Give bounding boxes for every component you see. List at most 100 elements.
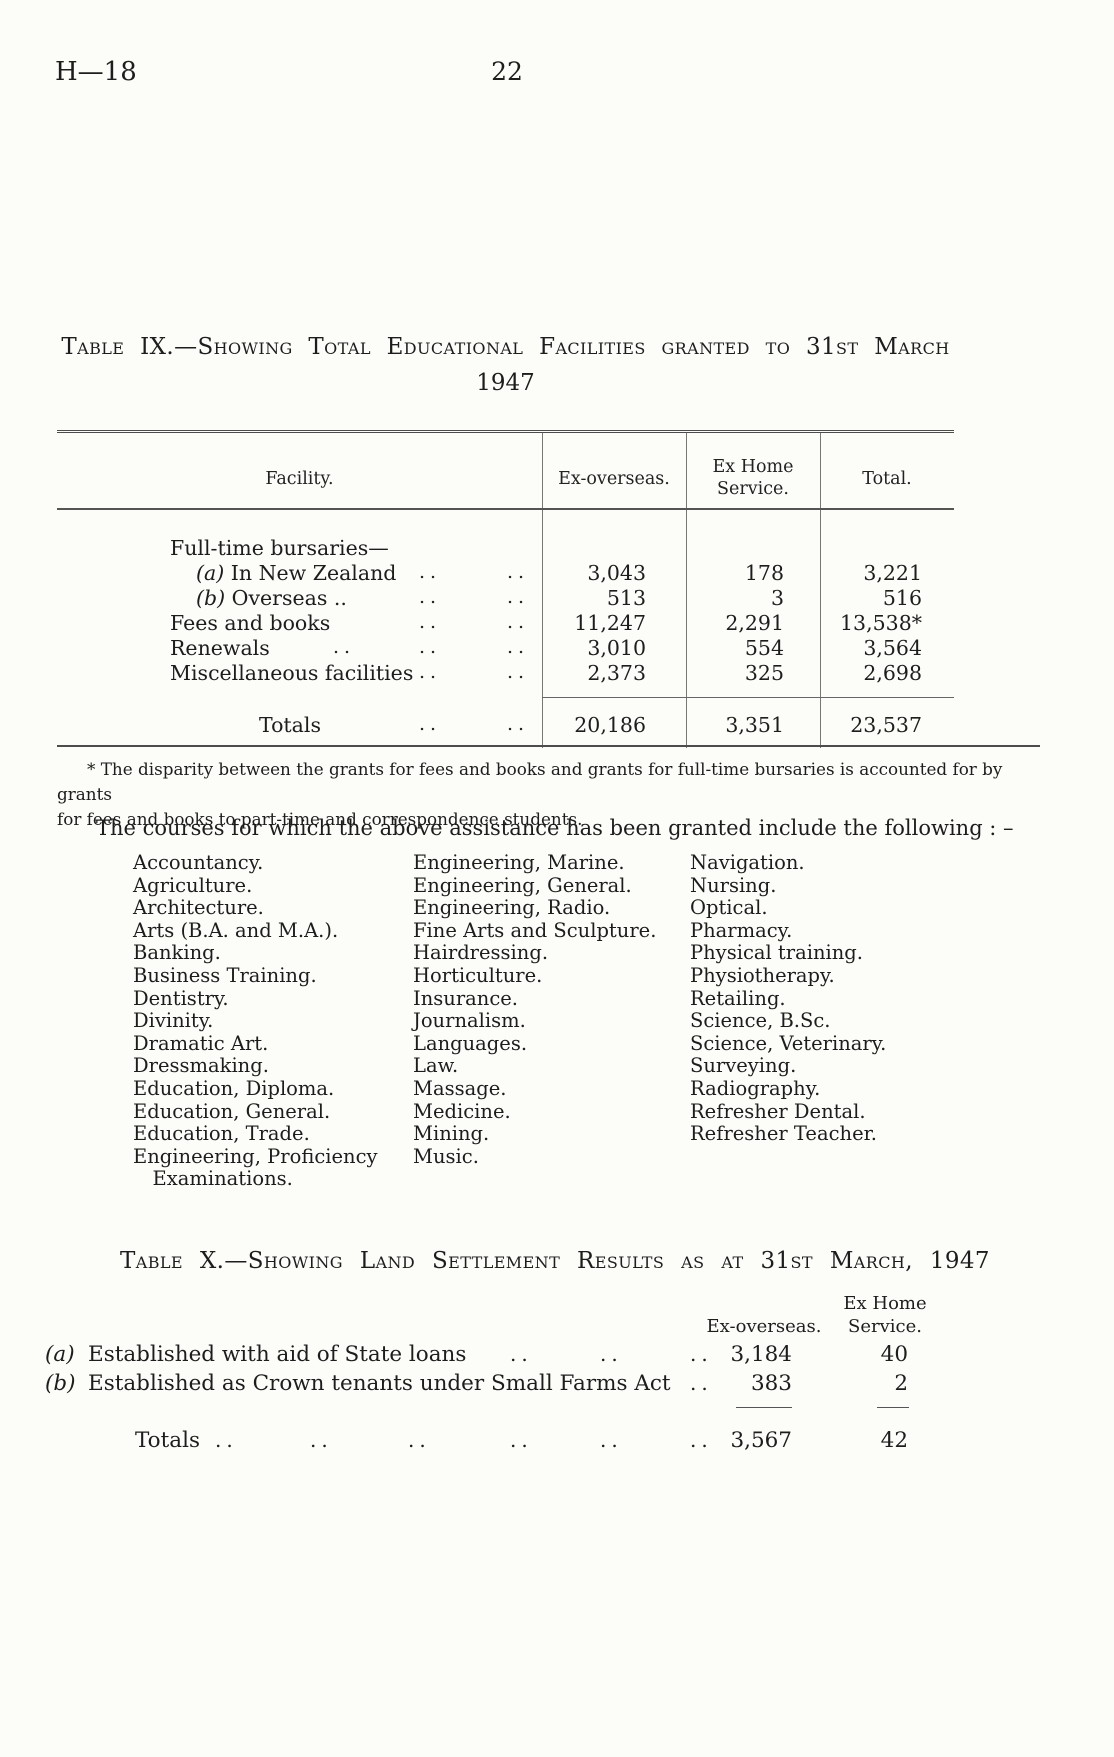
leader-dots: ..	[510, 1342, 533, 1366]
cell-ex-home: 2	[894, 1371, 908, 1396]
course-item: Banking.	[133, 941, 221, 965]
column-header-ex-home-2: Service.	[717, 479, 789, 499]
table-x-sum-rule-ex-overseas	[736, 1407, 792, 1408]
leader-dots: ..	[600, 1428, 623, 1452]
course-item: Insurance.	[413, 986, 518, 1010]
facility-label: Full-time bursaries—	[170, 536, 389, 560]
cell-ex-home: 325	[744, 661, 784, 685]
cell-total: 23,537	[850, 713, 922, 737]
course-item: Refresher Dental.	[690, 1099, 866, 1123]
table-row: (b) Established as Crown tenants under Sm…	[0, 1371, 1114, 1398]
courses-column-2: Engineering, Marine. Engineering, General…	[413, 851, 688, 1168]
course-item: Education, Trade.	[133, 1122, 310, 1146]
table-ix-column-divider	[820, 433, 821, 748]
table-row: Miscellaneous facilities.... 2,373 325 2,69…	[57, 661, 954, 686]
course-item: Engineering, Marine.	[413, 851, 625, 874]
table-ix-column-divider	[542, 433, 543, 748]
leader-dots: ..	[690, 1342, 713, 1366]
leader-dots: ..	[215, 1428, 238, 1452]
course-item: Business Training.	[133, 963, 317, 987]
course-item: Dramatic Art.	[133, 1031, 269, 1055]
row-prefix: (a)	[45, 1342, 75, 1367]
course-item: Fine Arts and Sculpture.	[413, 918, 657, 942]
settlement-label: Totals	[135, 1428, 200, 1453]
cell-ex-home: 3	[770, 586, 784, 610]
row-prefix: (b)	[45, 1371, 76, 1396]
cell-ex-home: 40	[880, 1342, 908, 1367]
course-item: Law.	[413, 1054, 459, 1078]
table-ix-footnote: * The disparity between the grants for f…	[57, 757, 1060, 832]
cell-ex-overseas: 3,184	[730, 1342, 792, 1367]
facility-label: Totals	[259, 713, 321, 737]
table-row: Totals............ 3,567 42	[0, 1428, 1114, 1455]
column-header-facility: Facility.	[265, 469, 334, 489]
course-item: Education, Diploma.	[133, 1076, 335, 1100]
column-header-ex-home: Ex Home	[712, 457, 794, 477]
table-row: Fees and books.... 11,247 2,291 13,538*	[57, 611, 954, 636]
course-item: Surveying.	[690, 1054, 797, 1078]
leader-dots: ..	[419, 636, 442, 658]
cell-total: 2,698	[863, 661, 922, 685]
course-item: Agriculture.	[133, 873, 253, 897]
cell-ex-overseas: 2,373	[587, 661, 646, 685]
cell-ex-overseas: 383	[750, 1371, 792, 1396]
facility-label: (a) In New Zealand	[196, 561, 397, 585]
leader-dots: ..	[419, 713, 442, 735]
course-item: Nursing.	[690, 873, 777, 897]
course-item: Refresher Teacher.	[690, 1122, 877, 1146]
table-row: (a) In New Zealand.... 3,043 178 3,221	[57, 561, 954, 586]
facility-label: Fees and books	[170, 611, 331, 635]
course-item: Mining.	[413, 1122, 490, 1146]
cell-total: 13,538*	[840, 611, 922, 635]
table-x-column-header-ex-home: Ex Home	[843, 1293, 927, 1314]
leader-dots: ..	[600, 1342, 623, 1366]
course-item: Optical.	[690, 896, 768, 920]
leader-dots: ..	[419, 561, 442, 583]
course-item: Medicine.	[413, 1099, 511, 1123]
course-item: Radiography.	[690, 1076, 821, 1100]
footnote-line-1: * The disparity between the grants for f…	[57, 759, 1003, 804]
cell-ex-home: 178	[744, 561, 784, 585]
course-item: Accountancy.	[133, 851, 264, 874]
table-x-title: Table X.—Showing Land Settlement Results…	[120, 1248, 990, 1274]
course-item: Science, B.Sc.	[690, 1009, 831, 1033]
cell-ex-home: 3,351	[725, 713, 784, 737]
table-x-column-header-ex-overseas: Ex-overseas.	[706, 1316, 822, 1337]
leader-dots: ..	[507, 586, 530, 608]
row-prefix: (b)	[196, 586, 226, 610]
cell-ex-home: 42	[880, 1428, 908, 1453]
course-item: Horticulture.	[413, 963, 543, 987]
course-item: Engineering, General.	[413, 873, 632, 897]
table-row: Totals.... 20,186 3,351 23,537	[57, 713, 954, 738]
course-item: Retailing.	[690, 986, 786, 1010]
facility-label: Miscellaneous facilities	[170, 661, 414, 685]
table-ix-header-rule	[57, 508, 954, 510]
settlement-label: Established with aid of State loans	[88, 1342, 467, 1367]
leader-dots: ..	[510, 1428, 533, 1452]
table-ix-title: Table IX.—Showing Total Educational Faci…	[61, 334, 950, 360]
table-x-column-header-ex-home-2: Service.	[848, 1316, 922, 1337]
leader-dots: ..	[507, 636, 530, 658]
course-item: Massage.	[413, 1076, 507, 1100]
leader-dots: ..	[419, 611, 442, 633]
cell-ex-overseas: 20,186	[574, 713, 646, 737]
course-item: Divinity.	[133, 1009, 214, 1033]
table-ix: Facility. Ex-overseas. Ex Home Service. …	[57, 430, 954, 748]
table-ix-bottom-rule	[57, 745, 1040, 747]
cell-ex-home: 554	[744, 636, 784, 660]
course-item: Journalism.	[413, 1009, 526, 1033]
facility-label: Renewals	[170, 636, 270, 660]
course-item: Examinations.	[133, 1167, 293, 1191]
table-row: (a) Established with aid of State loans..…	[0, 1342, 1114, 1369]
course-item: Engineering, Proficiency	[133, 1144, 378, 1168]
leader-dots: ..	[333, 636, 356, 658]
course-item: Hairdressing.	[413, 941, 549, 965]
leader-dots: ..	[507, 713, 530, 735]
courses-column-1: Accountancy. Agriculture. Architecture. Art…	[133, 851, 408, 1191]
courses-intro: The courses for which the above assistan…	[96, 816, 1014, 840]
course-item: Physical training.	[690, 941, 863, 965]
leader-dots: ..	[419, 661, 442, 683]
course-item: Architecture.	[133, 896, 264, 920]
leader-dots: ..	[408, 1428, 431, 1452]
page-number: 22	[491, 57, 523, 86]
